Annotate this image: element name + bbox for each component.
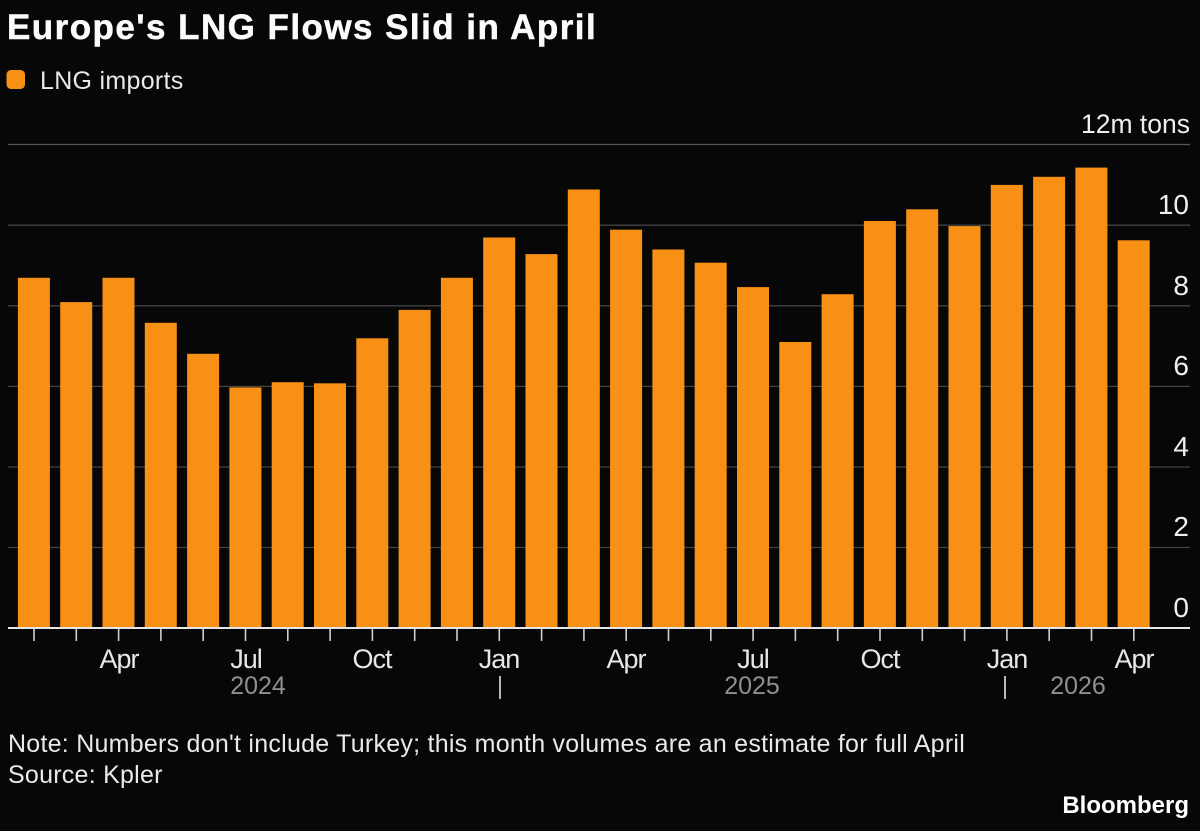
svg-text:10: 10 bbox=[1158, 189, 1189, 220]
svg-text:Jul: Jul bbox=[737, 644, 769, 674]
svg-text:Apr: Apr bbox=[606, 644, 646, 674]
svg-text:Bloomberg: Bloomberg bbox=[1062, 792, 1189, 819]
svg-text:Note: Numbers don't include Tu: Note: Numbers don't include Turkey; this… bbox=[8, 730, 965, 758]
svg-text:Oct: Oct bbox=[352, 644, 393, 674]
svg-text:Jul: Jul bbox=[230, 644, 262, 674]
svg-text:Oct: Oct bbox=[860, 644, 901, 674]
svg-text:6: 6 bbox=[1173, 350, 1189, 381]
svg-text:0: 0 bbox=[1173, 592, 1189, 623]
svg-text:|: | bbox=[497, 672, 504, 700]
svg-text:|: | bbox=[1002, 672, 1009, 700]
svg-text:Apr: Apr bbox=[99, 644, 139, 674]
svg-text:LNG imports: LNG imports bbox=[40, 67, 184, 95]
svg-text:Jan: Jan bbox=[479, 644, 520, 674]
svg-text:Europe's LNG Flows Slid in Apr: Europe's LNG Flows Slid in April bbox=[7, 8, 597, 47]
svg-text:12m tons: 12m tons bbox=[1081, 109, 1190, 139]
svg-text:8: 8 bbox=[1173, 270, 1189, 301]
svg-text:Apr: Apr bbox=[1114, 644, 1154, 674]
svg-text:2026: 2026 bbox=[1050, 672, 1106, 700]
svg-text:Jan: Jan bbox=[987, 644, 1028, 674]
svg-text:2024: 2024 bbox=[230, 672, 286, 700]
svg-text:4: 4 bbox=[1173, 431, 1189, 462]
svg-text:2025: 2025 bbox=[724, 672, 780, 700]
svg-text:2: 2 bbox=[1173, 511, 1189, 542]
svg-text:Source: Kpler: Source: Kpler bbox=[8, 761, 163, 789]
